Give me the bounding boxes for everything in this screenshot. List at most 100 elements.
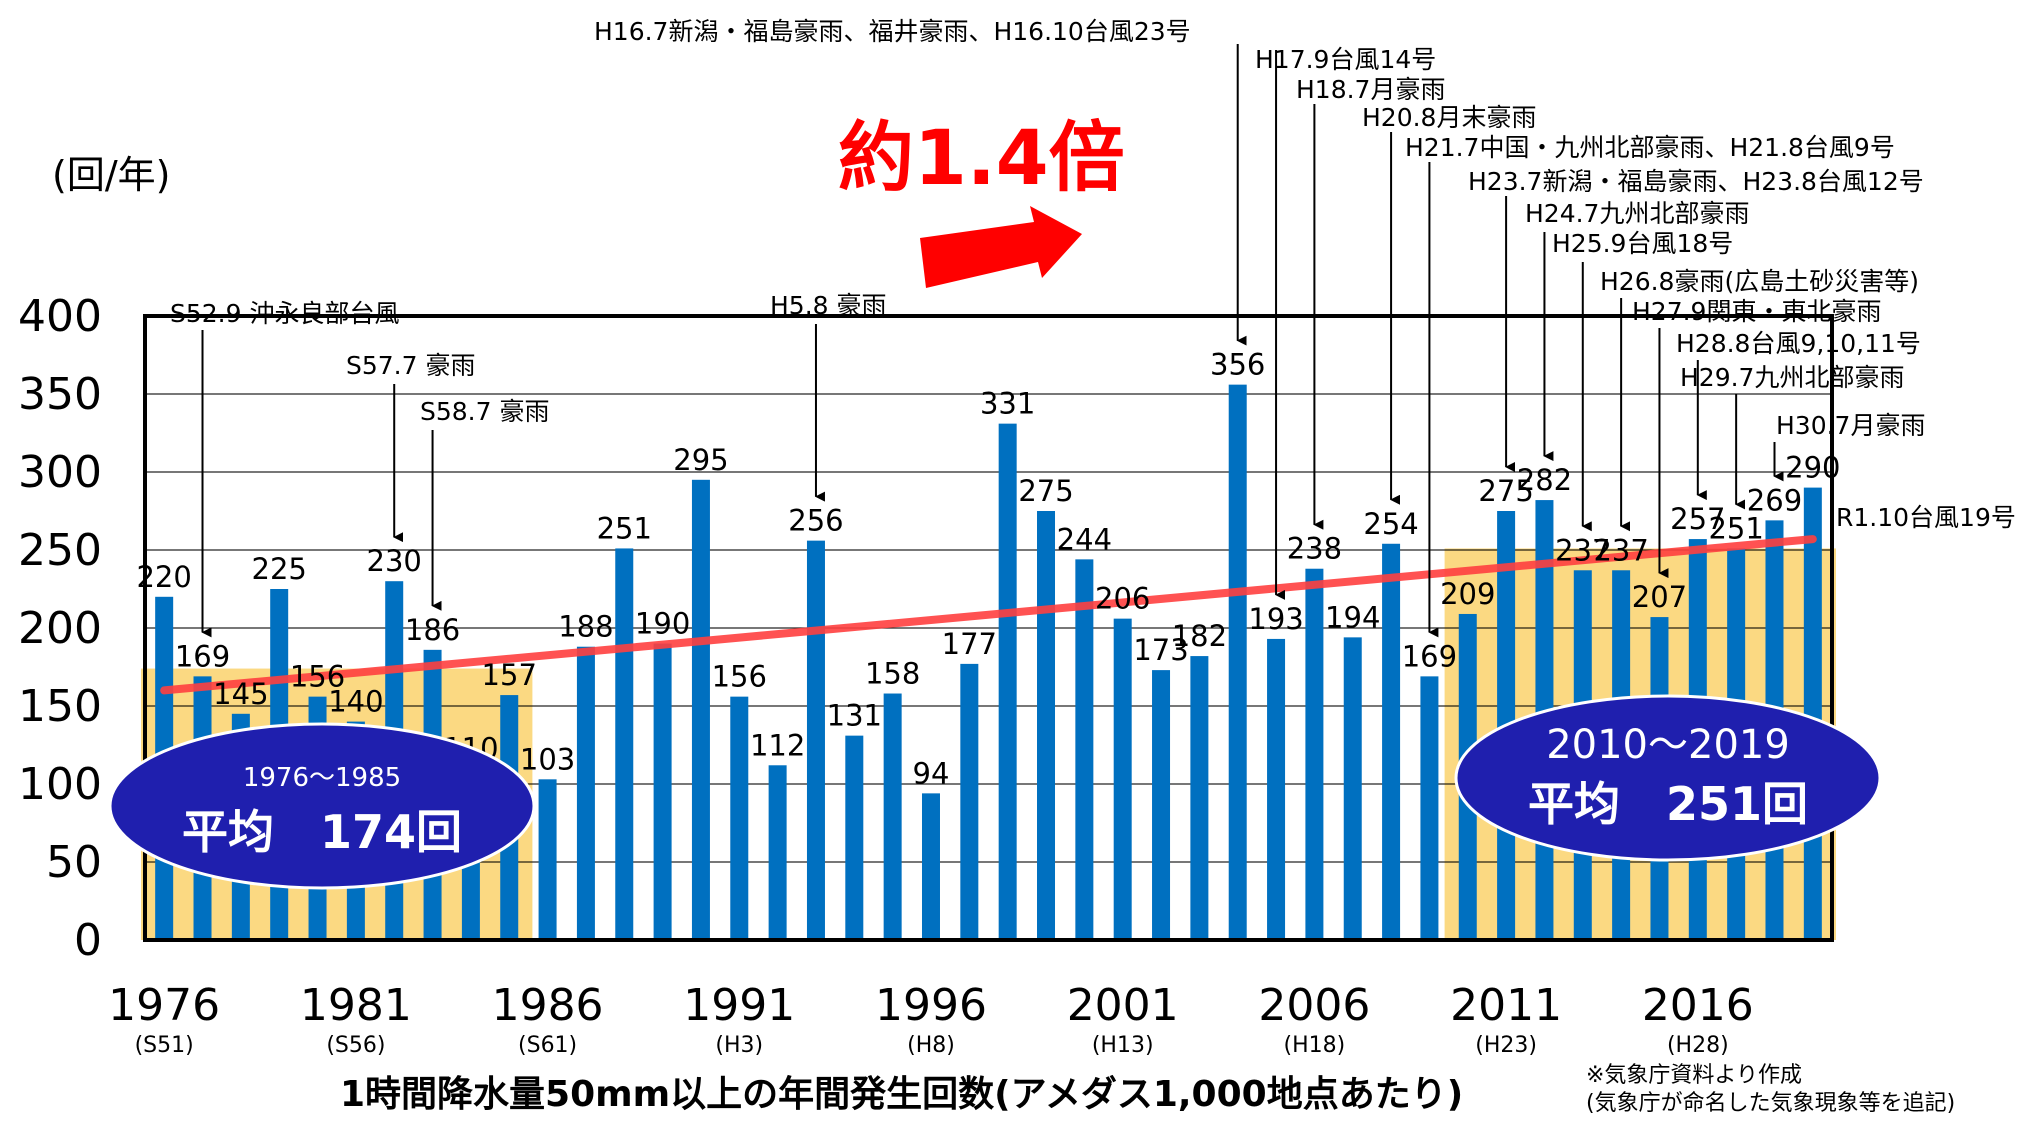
x-tick-1986: 1986 (492, 980, 604, 1031)
annotation-2008: H20.8月末豪雨 (1362, 103, 1536, 132)
bar-1997 (960, 663, 979, 940)
annotation-2013: H25.9台風18号 (1552, 229, 1733, 258)
annotation-2017: H29.7九州北部豪雨 (1680, 363, 1904, 392)
y-tick-300: 300 (18, 447, 102, 498)
average-value-1: 平均 174回 (182, 805, 462, 859)
x-tick-era-1976: (S51) (135, 1033, 194, 1058)
value-label-2007: 194 (1325, 600, 1380, 634)
value-label-2015: 207 (1632, 580, 1687, 614)
x-tick-1976: 1976 (108, 980, 220, 1031)
y-tick-400: 400 (18, 291, 102, 342)
plot-frame (143, 314, 1834, 942)
bar-1992 (768, 765, 787, 940)
annotation-1993: H5.8 豪雨 (770, 291, 887, 320)
value-label-2005: 193 (1248, 602, 1303, 636)
value-label-1999: 275 (1018, 474, 1073, 508)
bar-1999 (1037, 511, 1056, 940)
value-label-2016: 257 (1670, 502, 1725, 536)
x-tick-1981: 1981 (300, 980, 412, 1031)
value-label-1993: 256 (788, 504, 843, 538)
average-range-2: 2010〜2019 (1546, 722, 1790, 768)
x-tick-era-2011: (H23) (1475, 1033, 1537, 1058)
value-label-2008: 254 (1363, 507, 1418, 541)
bar-2002 (1152, 670, 1171, 940)
value-label-2013: 237 (1555, 533, 1610, 567)
annotation-1982: S57.7 豪雨 (346, 351, 475, 380)
annotation-2016: H28.8台風9,10,11号 (1676, 329, 1921, 358)
x-tick-1996: 1996 (875, 980, 987, 1031)
value-label-1995: 158 (865, 657, 920, 691)
bar-1986 (538, 779, 557, 940)
x-tick-1991: 1991 (683, 980, 795, 1031)
bar-1988 (615, 548, 634, 940)
annotation-2012: H24.7九州北部豪雨 (1525, 199, 1749, 228)
annotation-1977: S52.9 沖永良部台風 (170, 299, 399, 328)
value-label-1983: 186 (405, 613, 460, 647)
value-label-2009: 169 (1402, 639, 1457, 673)
average-value-2: 平均 251回 (1528, 777, 1808, 831)
x-tick-era-2001: (H13) (1092, 1033, 1154, 1058)
y-tick-200: 200 (18, 603, 102, 654)
bar-2004 (1228, 384, 1247, 940)
increase-arrow (920, 206, 1082, 288)
x-tick-era-2016: (H28) (1667, 1033, 1729, 1058)
value-label-1998: 331 (980, 387, 1035, 421)
x-tick-era-1981: (S56) (326, 1033, 385, 1058)
y-axis-unit-label: (回/年) (52, 153, 170, 197)
y-tick-250: 250 (18, 525, 102, 576)
annotation-2015: H27.9関東・東北豪雨 (1632, 297, 1881, 326)
value-label-1980: 156 (290, 660, 345, 694)
x-tick-era-1996: (H8) (907, 1033, 955, 1058)
average-ellipse-2 (1454, 694, 1882, 862)
annotation-2018: H30.7月豪雨 (1776, 411, 1925, 440)
bar-2008 (1382, 543, 1401, 940)
value-label-1986: 103 (520, 742, 575, 776)
y-tick-100: 100 (18, 759, 102, 810)
value-label-1978: 145 (213, 677, 268, 711)
x-tick-2001: 2001 (1067, 980, 1179, 1031)
value-label-1994: 131 (827, 699, 882, 733)
value-label-2002: 173 (1133, 633, 1188, 667)
value-label-1985: 157 (482, 658, 537, 692)
y-tick-50: 50 (46, 837, 102, 888)
bar-1993 (806, 540, 825, 940)
bar-2007 (1343, 637, 1362, 940)
bar-2000 (1075, 559, 1094, 940)
value-label-1991: 156 (712, 660, 767, 694)
y-tick-0: 0 (74, 915, 102, 966)
bar-1994 (845, 735, 864, 940)
value-label-1990: 295 (673, 443, 728, 477)
value-label-2017: 251 (1708, 511, 1763, 545)
value-label-1987: 188 (558, 610, 613, 644)
value-label-1979: 225 (252, 552, 307, 586)
x-axis-label: 1時間降水量50mm以上の年間発生回数(アメダス1,000地点あたり) (340, 1074, 1463, 1115)
value-label-1988: 251 (597, 511, 652, 545)
bar-2009 (1420, 676, 1439, 940)
average-range-1: 1976〜1985 (243, 763, 401, 793)
trend-line (160, 535, 1817, 695)
source-note-2: (気象庁が命名した気象現象等を追記) (1586, 1091, 1955, 1116)
annotation-1983: S58.7 豪雨 (420, 397, 549, 426)
bar-1990 (691, 479, 710, 940)
average-ellipse-1 (108, 722, 536, 890)
annotation-2004: H16.7新潟・福島豪雨、福井豪雨、H16.10台風23号 (594, 17, 1191, 46)
value-label-1989: 190 (635, 607, 690, 641)
value-label-2006: 238 (1287, 532, 1342, 566)
bar-2019 (1803, 487, 1822, 940)
x-tick-2011: 2011 (1450, 980, 1562, 1031)
bar-1995 (883, 693, 902, 940)
annotation-2006: H18.7月豪雨 (1296, 75, 1445, 104)
source-note: ※気象庁資料より作成 (1586, 1063, 1802, 1088)
value-label-2011: 275 (1478, 474, 1533, 508)
bar-2001 (1113, 618, 1132, 940)
value-label-1982: 230 (367, 544, 422, 578)
annotation-2014: H26.8豪雨(広島土砂災害等) (1600, 267, 1919, 296)
value-label-1996: 94 (913, 756, 950, 790)
value-label-2012: 282 (1517, 463, 1572, 497)
value-label-2003: 182 (1172, 619, 1227, 653)
value-label-1976: 220 (136, 560, 191, 594)
value-label-2000: 244 (1057, 522, 1112, 556)
annotation-2009: H21.7中国・九州北部豪雨、H21.8台風9号 (1405, 133, 1895, 162)
